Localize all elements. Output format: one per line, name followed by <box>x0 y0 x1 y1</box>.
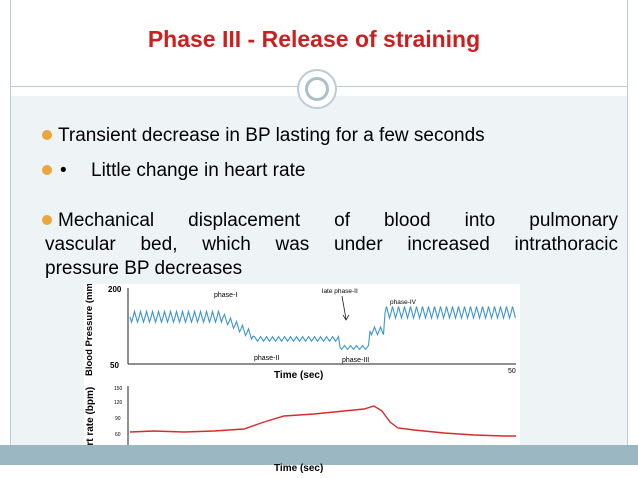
slide-frame <box>10 0 628 478</box>
phase-4-label: phase-IV <box>390 299 417 306</box>
bp-tick-50: 50 <box>110 361 119 370</box>
physiology-figure: Blood Pressure (mmH Heart rate (bpm) 200… <box>84 284 520 465</box>
bullet-marker-icon <box>42 165 52 175</box>
bottom-strip <box>0 465 638 478</box>
hr-xlabel: Time (sec) <box>274 463 324 474</box>
bp-xlabel: Time (sec) <box>274 370 323 381</box>
bullet-3-line-1: Mechanical displacement of blood into pu… <box>58 210 618 231</box>
bullet-2: Little change in heart rate <box>91 160 306 181</box>
figure-svg: Blood Pressure (mmH Heart rate (bpm) 200… <box>84 284 517 465</box>
bullet-1: Transient decrease in BP lasting for a f… <box>58 125 485 146</box>
bp-x-end: 50 <box>508 368 516 375</box>
bp-panel: 200 50 50 phase-I late phase-II phase-IV… <box>108 285 517 381</box>
hr-tick-90: 90 <box>115 416 121 422</box>
slide-title: Phase III - Release of straining <box>147 26 481 52</box>
bullet-3-line-2: vascular bed, which was under increased … <box>45 234 618 255</box>
phase-1-label: phase-I <box>214 292 237 299</box>
bullet-3-line-3: pressure BP decreases <box>45 258 243 279</box>
bp-ylabel: Blood Pressure (mmH <box>84 284 95 376</box>
bp-tick-200: 200 <box>108 285 122 294</box>
hr-ylabel: Heart rate (bpm) <box>85 387 96 464</box>
phase-3-label: phase-III <box>342 357 369 364</box>
phase-2-label: phase-II <box>254 355 279 362</box>
circle-ornament-icon <box>297 69 337 109</box>
late-phase-2-label: late phase-II <box>322 288 358 295</box>
hr-tick-120: 120 <box>114 400 123 406</box>
bottom-band <box>0 445 638 465</box>
hr-tick-60: 60 <box>115 432 121 438</box>
bp-trace-line <box>129 306 517 351</box>
bullet-marker-icon <box>42 130 52 140</box>
hr-trace-line <box>129 405 516 437</box>
hr-tick-150: 150 <box>114 386 123 392</box>
bullet-marker-icon <box>42 215 52 225</box>
bullet-2-prefix: • <box>60 160 67 181</box>
